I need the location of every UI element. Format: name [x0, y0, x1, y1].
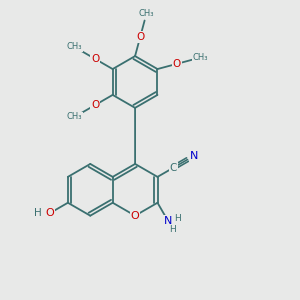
Text: O: O	[46, 208, 54, 218]
Text: C: C	[169, 163, 177, 173]
Text: H: H	[34, 208, 41, 218]
Text: CH₃: CH₃	[67, 112, 82, 122]
Text: CH₃: CH₃	[139, 9, 154, 18]
Text: O: O	[136, 32, 144, 42]
Text: N: N	[164, 216, 172, 226]
Text: H: H	[174, 214, 181, 224]
Text: CH₃: CH₃	[67, 43, 82, 52]
Text: CH₃: CH₃	[192, 53, 208, 62]
Text: N: N	[190, 151, 198, 161]
Text: H: H	[169, 225, 176, 234]
Text: O: O	[91, 100, 100, 110]
Text: O: O	[172, 59, 181, 69]
Text: O: O	[131, 211, 140, 221]
Text: O: O	[91, 54, 100, 64]
